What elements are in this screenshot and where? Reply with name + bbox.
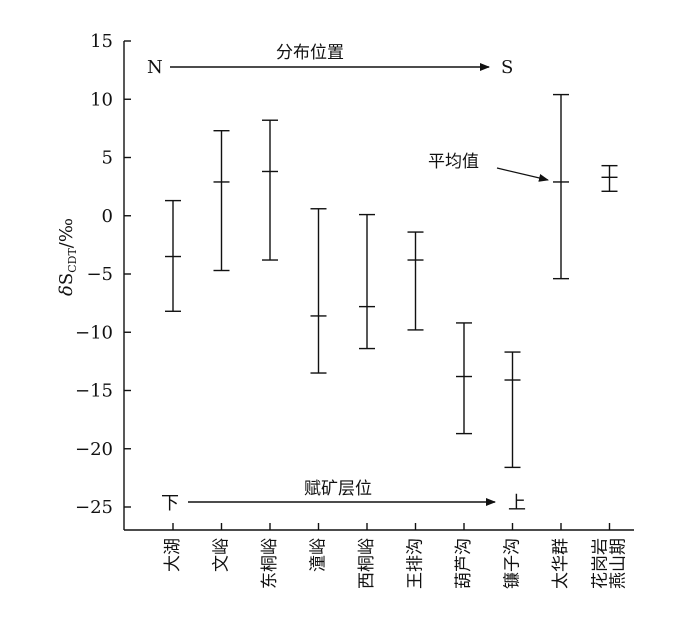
error-bar-7 bbox=[456, 322, 472, 435]
south-label: S bbox=[501, 57, 513, 78]
axes bbox=[123, 41, 634, 531]
y-tick-label: −5 bbox=[86, 264, 113, 285]
category-label: 镰子沟 bbox=[503, 538, 523, 589]
y-axis-label: δSCDT/‰ bbox=[56, 218, 79, 296]
error-bar-9 bbox=[553, 93, 569, 280]
category-label: 潼峪 bbox=[309, 538, 329, 572]
ore-horizon-annotation: 下 赋矿层位 上 bbox=[161, 479, 526, 514]
mean-label: 平均值 bbox=[428, 152, 479, 172]
category-label: 大湖 bbox=[163, 538, 183, 572]
y-tick-label: 10 bbox=[90, 89, 113, 110]
y-tick-label: 5 bbox=[102, 148, 113, 169]
y-tick-label: −10 bbox=[75, 322, 113, 343]
error-bar-5 bbox=[359, 213, 375, 350]
error-bar-8 bbox=[504, 351, 521, 469]
distribution-annotation: N 分布位置 S bbox=[147, 43, 513, 78]
y-tick-label: 0 bbox=[102, 206, 113, 227]
y-tick-label: −20 bbox=[75, 439, 113, 460]
y-ticks: 15 10 5 0 −5 −10 −15 −20 −25 bbox=[75, 31, 131, 518]
mean-pointer bbox=[496, 167, 549, 182]
category-label: 燕山期 bbox=[609, 538, 629, 589]
upper-label: 上 bbox=[508, 493, 526, 514]
y-tick-label: 15 bbox=[90, 31, 113, 52]
x-ticks bbox=[172, 523, 611, 530]
y-tick-label: −15 bbox=[75, 381, 113, 402]
error-bar-3 bbox=[262, 119, 278, 261]
category-label: 葫芦沟 bbox=[454, 538, 474, 589]
category-label: 花岗岩 bbox=[591, 538, 611, 589]
lower-label: 下 bbox=[161, 493, 179, 514]
error-bar-2 bbox=[213, 130, 230, 272]
category-label: 王排沟 bbox=[406, 538, 426, 589]
north-label: N bbox=[147, 57, 163, 78]
ore-horizon-label: 赋矿层位 bbox=[304, 479, 372, 499]
error-bars bbox=[165, 93, 618, 469]
y-tick-label: −25 bbox=[75, 497, 113, 518]
category-label: 西桐峪 bbox=[357, 538, 377, 589]
error-bar-1 bbox=[165, 199, 181, 312]
category-label: 文峪 bbox=[212, 538, 232, 572]
mean-annotation: 平均值 bbox=[428, 152, 549, 182]
distribution-label: 分布位置 bbox=[276, 43, 344, 63]
error-bar-6 bbox=[407, 231, 424, 331]
error-bar-4 bbox=[310, 208, 327, 374]
category-label: 东桐峪 bbox=[260, 538, 280, 589]
error-bar-10 bbox=[601, 164, 618, 192]
category-label: 太华群 bbox=[551, 538, 571, 589]
